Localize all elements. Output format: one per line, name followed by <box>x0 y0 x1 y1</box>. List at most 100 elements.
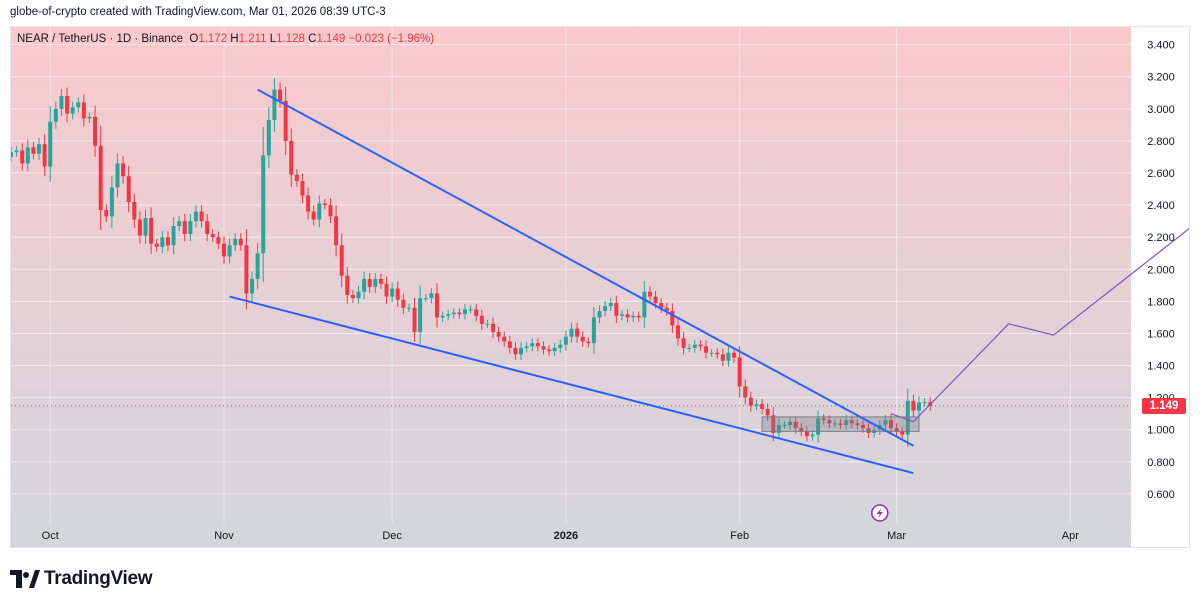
candle-body <box>306 195 311 212</box>
candle-body <box>502 336 507 342</box>
legend-symbol: NEAR / TetherUS · 1D · Binance <box>17 33 183 45</box>
chart-area[interactable]: 3.400 3.200 3.000 2.800 2.600 2.400 2.200 2.000… <box>10 26 1190 548</box>
chart-legend: NEAR / TetherUS · 1D · Binance O1.172 H1… <box>17 33 434 45</box>
candle-body <box>165 237 170 246</box>
candle-body <box>311 211 316 220</box>
candle-body <box>216 237 221 244</box>
candle-body <box>300 181 305 196</box>
candle-body <box>25 147 30 164</box>
candle-body <box>160 237 165 247</box>
candle-body <box>81 102 86 119</box>
candle-body <box>737 357 742 387</box>
candle-body <box>70 107 75 114</box>
tradingview-logo[interactable]: TradingView <box>10 566 153 592</box>
candle-body <box>210 233 215 238</box>
candle-body <box>485 323 490 325</box>
candle-body <box>771 415 776 433</box>
candle-body <box>137 219 142 236</box>
candle-body <box>76 102 81 108</box>
legend-low: 1.128 <box>276 33 305 45</box>
candle-body <box>760 404 765 409</box>
last-price-label: 1.149 <box>1142 397 1186 414</box>
y-tick-label: 2.600 <box>1147 168 1175 180</box>
candle-body <box>479 315 484 324</box>
candle-body <box>535 343 540 347</box>
candle-body <box>171 225 176 246</box>
candle-body <box>121 163 126 177</box>
y-tick-label: 1.400 <box>1147 361 1175 373</box>
candle-body <box>457 312 462 315</box>
candle-body <box>844 420 849 425</box>
legend-high-label: H <box>230 33 239 45</box>
candle-body <box>423 298 428 300</box>
candle-body <box>776 424 781 433</box>
candle-body <box>272 89 277 121</box>
candle-body <box>42 144 47 167</box>
candle-body <box>681 338 686 348</box>
candle-body <box>821 418 826 421</box>
candle-body <box>143 217 148 236</box>
candle-body <box>687 347 692 349</box>
candle-body <box>720 354 725 361</box>
candle-body <box>569 328 574 337</box>
candle-body <box>37 144 42 154</box>
y-tick-label: 3.000 <box>1147 104 1175 116</box>
candle-body <box>636 315 641 318</box>
candle-body <box>619 314 624 316</box>
candle-body <box>339 245 344 276</box>
consolidation-box <box>761 416 920 432</box>
chart-canvas[interactable]: 3.400 3.200 3.000 2.800 2.600 2.400 2.200 2.000… <box>11 27 1190 548</box>
candle-body <box>446 314 451 316</box>
candle-body <box>563 336 568 345</box>
candle-body <box>283 100 288 141</box>
y-tick-label: 1.600 <box>1147 328 1175 340</box>
candle-body <box>507 341 512 348</box>
wedge-trendline <box>229 295 914 475</box>
candle-body <box>664 307 669 312</box>
candle-body <box>524 346 529 348</box>
candle-body <box>911 400 916 411</box>
candle-body <box>754 404 759 406</box>
candle-body <box>154 243 159 247</box>
candle-body <box>418 298 423 332</box>
candle-body <box>244 245 249 294</box>
candle-body <box>390 288 395 297</box>
candle-body <box>586 341 591 344</box>
candle-body <box>788 421 793 425</box>
candle-body <box>132 201 137 220</box>
candle-body <box>65 95 70 114</box>
candle-body <box>412 307 417 332</box>
candle-body <box>98 145 103 210</box>
legend-close-label: C <box>308 33 317 45</box>
candle-body <box>866 428 871 433</box>
candle-body <box>182 221 187 234</box>
candle-body <box>704 346 709 353</box>
candle-body <box>743 386 748 398</box>
candle-body <box>59 95 64 109</box>
x-tick-label: Feb <box>730 530 749 542</box>
price-axis <box>1131 27 1189 547</box>
candle-body <box>558 344 563 348</box>
candle-body <box>888 420 893 429</box>
wedge-trendline <box>257 88 914 447</box>
x-tick-label: Dec <box>382 530 402 542</box>
legend-low-label: L <box>269 33 277 45</box>
candle-body <box>552 347 557 352</box>
candle-body <box>48 121 53 167</box>
candle-body <box>670 311 675 326</box>
y-tick-label: 3.400 <box>1147 40 1175 52</box>
candle-body <box>491 323 496 332</box>
candle-body <box>541 346 546 350</box>
candle-body <box>109 187 114 217</box>
candle-body <box>255 253 260 279</box>
candle-body <box>838 423 843 425</box>
candle-body <box>603 306 608 312</box>
candle-body <box>205 221 210 234</box>
candle-body <box>53 108 58 122</box>
candle-body <box>322 203 327 206</box>
candle-body <box>659 302 664 308</box>
candle-body <box>894 428 899 432</box>
candle-body <box>608 302 613 307</box>
legend-open-label: O <box>189 33 199 45</box>
plot-background <box>11 27 1131 547</box>
